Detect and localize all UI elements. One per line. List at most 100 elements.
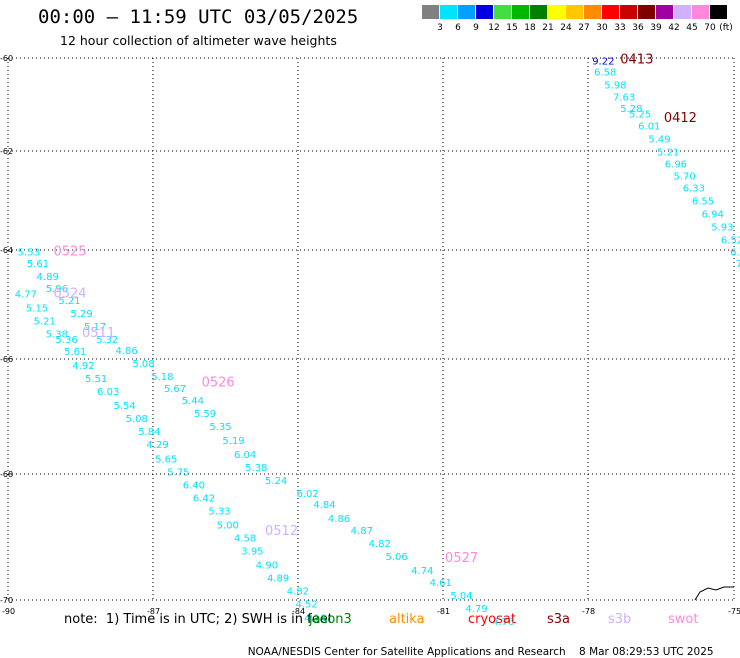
scale-label: 6 xyxy=(455,23,461,33)
latitude-tick-label: -64 xyxy=(0,246,13,255)
wave-height-value: 5.28 xyxy=(620,104,642,115)
mission-jason3: jason3 xyxy=(309,612,352,627)
mission-swot: swot xyxy=(668,612,699,627)
chart-title: 00:00 – 11:59 UTC 03/05/2025 xyxy=(38,6,359,28)
wave-height-value: 5.24 xyxy=(265,476,287,487)
wave-height-value: 4.13 xyxy=(304,614,326,625)
wave-height-value: 5.19 xyxy=(222,436,244,447)
wave-height-value: 4.29 xyxy=(146,440,168,451)
wave-height-value: 6.52 xyxy=(721,235,740,246)
wave-height-value: 3.95 xyxy=(241,546,263,557)
scale-swatch xyxy=(692,5,709,19)
wave-height-value: 5.65 xyxy=(155,454,177,465)
footer-note: note: 1) Time is in UTC; 2) SWH is in fe… xyxy=(64,612,333,627)
wave-height-value: 5.25 xyxy=(629,110,651,121)
wave-height-value: 5.59 xyxy=(194,409,216,420)
pass-time-label: 0524 xyxy=(53,287,86,302)
longitude-tick-label: -78 xyxy=(582,607,595,616)
wave-height-value: 5.84 xyxy=(138,427,160,438)
wave-height-value: 6.94 xyxy=(702,209,724,220)
pass-time-label: 0526 xyxy=(202,375,235,390)
wave-height-value: 4.52 xyxy=(295,600,317,611)
chart-subtitle: 12 hour collection of altimeter wave hei… xyxy=(60,33,337,48)
wave-height-value: 5.36 xyxy=(55,335,77,346)
wave-height-value: 5.35 xyxy=(209,422,231,433)
wave-height-value: 4.82 xyxy=(287,587,309,598)
credit-timestamp: 8 Mar 08:29:53 UTC 2025 xyxy=(579,646,714,658)
coastline xyxy=(694,586,734,601)
wave-height-value: 5.75 xyxy=(167,467,189,478)
wave-height-value: 5.33 xyxy=(208,506,230,517)
wave-height-value: 6.55 xyxy=(692,196,714,207)
scale-label: 18 xyxy=(524,23,536,33)
longitude-tick-label: -90 xyxy=(2,607,15,616)
scale-swatch xyxy=(422,5,439,19)
scale-swatch xyxy=(566,5,583,19)
scale-label: 24 xyxy=(560,23,572,33)
wave-height-value: 5.08 xyxy=(132,359,154,370)
mission-s3a: s3a xyxy=(547,612,571,627)
wave-height-value: 5.38 xyxy=(245,463,267,474)
wave-height-value: 4.74 xyxy=(411,566,433,577)
scale-label: 21 xyxy=(542,23,554,33)
wave-height-value: 5.15 xyxy=(26,304,48,315)
scale-swatch xyxy=(476,5,493,19)
wave-height-value: 6.02 xyxy=(296,489,318,500)
scale-label: 45 xyxy=(686,23,698,33)
wave-height-value: 4.77 xyxy=(15,290,37,301)
wave-height-value: 6.58 xyxy=(594,67,616,78)
wave-height-value: 6.96 xyxy=(665,159,687,170)
mission-s3b: s3b xyxy=(608,612,632,627)
wave-height-value: 5.00 xyxy=(217,520,239,531)
wave-height-value: 5.53 xyxy=(18,247,40,258)
wave-height-value: 4.86 xyxy=(328,514,350,525)
longitude-tick-label: -75 xyxy=(728,607,740,616)
mission-altika: altika xyxy=(389,612,425,627)
wave-height-value: 5.04 xyxy=(450,591,472,602)
wave-height-value: 4.87 xyxy=(351,526,373,537)
wave-height-value: 9.22 xyxy=(592,57,614,68)
wave-height-value: 5.96 xyxy=(46,284,68,295)
wave-height-value: 4.89 xyxy=(37,272,59,283)
wave-height-value: 5.06 xyxy=(386,552,408,563)
wave-height-value: 4.79 xyxy=(465,604,487,615)
credit-organization: NOAA/NESDIS Center for Satellite Applica… xyxy=(247,646,566,658)
wave-height-value: 6.33 xyxy=(683,183,705,194)
scale-label: 9 xyxy=(473,23,479,33)
scale-swatch xyxy=(548,5,565,19)
longitude-tick-label: -81 xyxy=(437,607,450,616)
wave-height-value: 5.29 xyxy=(70,309,92,320)
wave-height-value: 5.51 xyxy=(85,374,107,385)
wave-height-value: 5.21 xyxy=(34,317,56,328)
credit-line: NOAA/NESDIS Center for Satellite Applica… xyxy=(241,634,714,658)
scale-label: 70 xyxy=(704,23,716,33)
latitude-tick-label: -66 xyxy=(0,355,13,364)
wave-height-value: 5.32 xyxy=(96,335,118,346)
wave-height-value: 5.17 xyxy=(84,322,106,333)
latitude-tick-label: -68 xyxy=(0,470,13,479)
wave-height-value: 6.03 xyxy=(97,387,119,398)
wave-height-value: 6.01 xyxy=(638,122,660,133)
wave-height-value: 6.40 xyxy=(183,480,205,491)
wave-height-value: 6.04 xyxy=(234,450,256,461)
scale-label: 36 xyxy=(632,23,644,33)
wave-height-value: 5.44 xyxy=(182,396,204,407)
scale-label: 27 xyxy=(578,23,590,33)
wave-height-value: 7 xyxy=(736,259,740,270)
scale-unit: (ft) xyxy=(719,23,733,33)
pass-time-label: 0512 xyxy=(265,524,298,539)
scale-swatch xyxy=(638,5,655,19)
pass-time-label: 0413 xyxy=(620,52,653,67)
wave-height-value: 5.21 xyxy=(58,296,80,307)
latitude-tick-label: -60 xyxy=(0,54,13,63)
wave-height-value: 4.76 xyxy=(492,617,514,628)
pass-time-label: 0511 xyxy=(82,326,115,341)
scale-swatch xyxy=(602,5,619,19)
longitude-tick-label: -87 xyxy=(147,607,160,616)
wave-height-value: 5.93 xyxy=(711,222,733,233)
wave-height-value: 5.08 xyxy=(126,414,148,425)
scale-label: 12 xyxy=(488,23,500,33)
latitude-tick-label: -70 xyxy=(0,596,13,605)
wave-height-value: 4.61 xyxy=(430,578,452,589)
